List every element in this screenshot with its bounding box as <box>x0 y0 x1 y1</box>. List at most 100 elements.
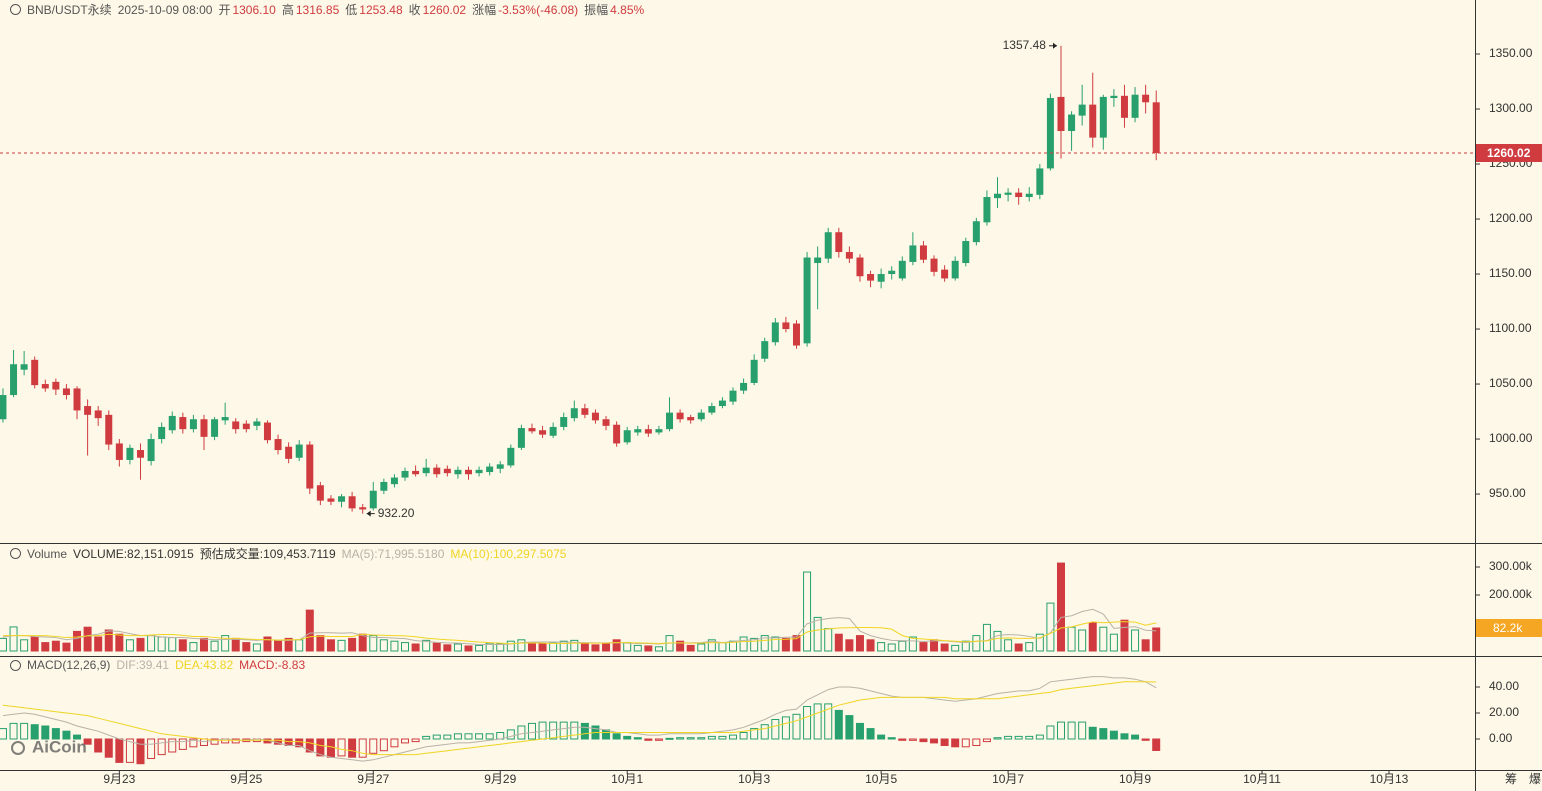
macd-bar <box>51 728 60 740</box>
volume-bar <box>231 637 240 652</box>
annotation-label: 1357.48 <box>1003 38 1047 52</box>
volume-bar <box>62 642 71 652</box>
macd-bar <box>30 724 39 740</box>
collapse-icon[interactable] <box>10 659 21 671</box>
candle-body <box>644 429 652 434</box>
volume-bar <box>855 635 864 652</box>
candle-body <box>179 417 187 430</box>
candle-body <box>1120 95 1128 118</box>
macd-bar <box>527 722 536 740</box>
macd-bar <box>295 738 304 748</box>
candle-body <box>1089 104 1097 138</box>
candle-body <box>909 245 917 262</box>
candle-body <box>348 496 356 509</box>
volume-bar <box>845 639 854 652</box>
macd-bar <box>707 735 716 740</box>
y-tick-label: 0.00 <box>1489 731 1513 745</box>
collapse-icon[interactable] <box>10 548 21 559</box>
candle-body <box>877 274 885 282</box>
macd-bar <box>422 735 431 740</box>
header-value: 1253.48 <box>359 2 403 17</box>
candle-body <box>560 417 568 427</box>
header-label: 涨幅 <box>472 3 497 17</box>
y-tick-label: 1150.00 <box>1489 266 1532 280</box>
volume-bar <box>20 639 29 652</box>
macd-bar <box>210 738 219 745</box>
candle-body <box>507 447 515 466</box>
candle-body <box>1068 114 1076 132</box>
macd-bar <box>369 738 378 754</box>
volume-bar <box>9 626 18 652</box>
ma-label: MA(5):71,995.5180 <box>341 546 445 561</box>
macd-bar <box>686 737 695 740</box>
candle-body <box>390 477 398 485</box>
header-value: 4.85% <box>610 2 645 17</box>
header-label: 收 <box>408 3 421 17</box>
candle-body <box>443 468 451 474</box>
volume-bar <box>707 639 716 652</box>
volume-bar <box>221 635 230 652</box>
volume-bar <box>252 643 261 652</box>
x-tick-label: 10月5 <box>865 772 897 786</box>
volume-bar <box>739 636 748 652</box>
volume-bar <box>580 643 589 652</box>
macd-bar <box>390 738 399 748</box>
candle-body <box>115 443 123 460</box>
volume-bar <box>750 637 759 652</box>
volume-bar <box>73 630 82 652</box>
macd-bar <box>750 728 759 740</box>
volume-bar <box>390 640 399 652</box>
macd-bar <box>1046 725 1055 740</box>
macd-bar <box>1004 735 1013 740</box>
volume-bar <box>644 645 653 652</box>
macd-bar <box>94 738 103 753</box>
volume-bar <box>1152 627 1161 652</box>
x-tick-label: 10月13 <box>1370 772 1409 786</box>
candle-body <box>591 412 599 421</box>
macd-bar <box>951 738 960 748</box>
volume-bar <box>1120 619 1129 652</box>
volume-bar <box>30 636 39 652</box>
macd-bar <box>961 738 970 748</box>
macd-bar <box>559 721 568 740</box>
volume-bar <box>464 645 473 652</box>
macd-bar <box>866 728 875 740</box>
candle-body <box>1152 102 1160 153</box>
ma-label: MA(10):100,297.5075 <box>450 546 567 561</box>
candle-body <box>951 260 959 279</box>
candle-body <box>41 384 49 389</box>
candle-body <box>306 444 314 489</box>
volume-bar <box>263 636 272 652</box>
arrow-head <box>366 510 371 517</box>
candle-body <box>1025 193 1033 198</box>
candle-body <box>221 417 229 421</box>
volume-bar <box>803 571 812 652</box>
candle-body <box>729 390 737 402</box>
macd-bar <box>1109 730 1118 740</box>
volume-bar <box>1088 622 1097 652</box>
macd-bar <box>464 733 473 740</box>
macd-bar <box>0 728 7 740</box>
volume-bar <box>982 623 991 652</box>
macd-bar <box>379 738 388 752</box>
candle-body <box>20 364 28 370</box>
volume-bar <box>1025 642 1034 652</box>
candle-body <box>380 481 388 491</box>
volume-bar <box>443 644 452 652</box>
macd-bar <box>982 738 991 743</box>
candle-body <box>496 464 504 469</box>
volume-bar <box>358 633 367 652</box>
volume-bar <box>496 643 505 652</box>
volume-bar <box>866 639 875 652</box>
indicator-name: MACD(12,26,9) <box>27 658 111 672</box>
volume-tag-label: 82.2k <box>1493 621 1523 635</box>
collapse-icon[interactable] <box>10 4 21 15</box>
candles <box>0 45 1160 514</box>
candle-body <box>200 419 208 437</box>
x-tick-label: 10月7 <box>992 772 1024 786</box>
macd-bar <box>1067 721 1076 740</box>
time: 2025-10-09 08:00 <box>117 2 213 17</box>
candle-body <box>274 439 282 451</box>
